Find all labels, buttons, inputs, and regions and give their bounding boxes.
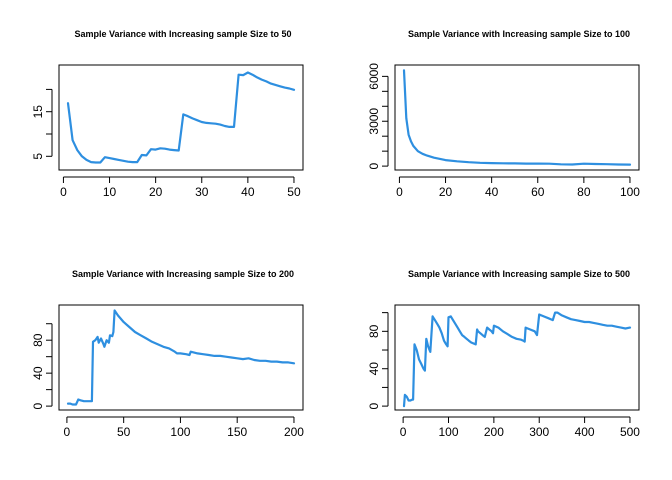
panel-2-x-tick-label: 0: [396, 185, 403, 199]
panel-2-series-line: [402, 69, 632, 166]
panel-4-title: Sample Variance with Increasing sample S…: [408, 269, 630, 279]
panel-2-y-tick-label: 0: [367, 162, 381, 169]
panel-2-y-tick-label: 6000: [367, 63, 381, 90]
panel-3-marks: 0 50 100 150 200 0 40 80: [31, 309, 304, 439]
panel-3-x-tick-label: 200: [284, 425, 304, 439]
panel-3-series-line: [66, 309, 296, 406]
panel-3-x-tick-label: 50: [117, 425, 131, 439]
panel-4: Sample Variance with Increasing sample S…: [367, 269, 640, 439]
panel-2-y-tick-label: 3000: [367, 108, 381, 135]
panel-4-x-tick-label: 400: [575, 425, 595, 439]
panel-4-y-tick-label: 40: [367, 362, 381, 376]
panel-4-plot-box: [394, 304, 640, 411]
panel-3-x-tick-label: 100: [170, 425, 190, 439]
panel-4-y-tick-label: 0: [367, 402, 381, 409]
panel-2: Sample Variance with Increasing sample S…: [367, 29, 640, 199]
panel-4-x-tick-label: 200: [484, 425, 504, 439]
panel-2-x-tick-label: 60: [531, 185, 545, 199]
panel-3-plot-box: [58, 304, 304, 411]
panel-1-x-tick-label: 30: [195, 185, 209, 199]
panel-1-x-tick-label: 0: [60, 185, 67, 199]
panel-3-x-tick-label: 150: [227, 425, 247, 439]
panel-4-x-tick-label: 500: [620, 425, 640, 439]
panel-3-x-tick-label: 0: [64, 425, 71, 439]
panel-4-x-tick-label: 0: [400, 425, 407, 439]
panel-1-x-tick-label: 10: [103, 185, 117, 199]
panel-4-series-line: [402, 311, 632, 408]
panel-1-x-tick-label: 50: [287, 185, 301, 199]
panel-1-series-line: [66, 71, 296, 164]
panel-2-x-tick-label: 80: [577, 185, 591, 199]
panel-4-x-tick-label: 100: [438, 425, 458, 439]
panel-4-x-tick-label: 300: [529, 425, 549, 439]
panel-1-x-tick-label: 40: [241, 185, 255, 199]
panel-1: Sample Variance with Increasing sample S…: [31, 29, 304, 199]
panel-2-x-tick-label: 100: [620, 185, 640, 199]
panel-1-y-tick-label: 15: [31, 105, 45, 119]
panel-3-y-tick-label: 0: [31, 402, 45, 409]
panel-3: Sample Variance with Increasing sample S…: [31, 269, 304, 439]
panel-1-y-tick-label: 5: [31, 153, 45, 160]
panel-2-x-tick-label: 40: [485, 185, 499, 199]
panel-4-y-tick-label: 80: [367, 324, 381, 338]
panel-3-title: Sample Variance with Increasing sample S…: [72, 269, 294, 279]
panel-1-marks: 0 10 20 30 40 50 5 15: [31, 71, 301, 199]
panel-3-y-tick-label: 40: [31, 366, 45, 380]
panel-2-title: Sample Variance with Increasing sample S…: [408, 29, 630, 39]
panel-1-x-tick-label: 20: [149, 185, 163, 199]
panel-4-marks: 0 100 200 300 400 500 0 40 80: [367, 311, 640, 439]
panel-2-plot-box: [394, 64, 640, 171]
panel-2-x-tick-label: 20: [439, 185, 453, 199]
panel-1-plot-box: [58, 64, 304, 171]
panel-2-marks: 0 20 40 60 80 100 0 3000 6000: [367, 63, 640, 199]
panel-3-y-tick-label: 80: [31, 333, 45, 347]
panel-1-title: Sample Variance with Increasing sample S…: [74, 29, 291, 39]
